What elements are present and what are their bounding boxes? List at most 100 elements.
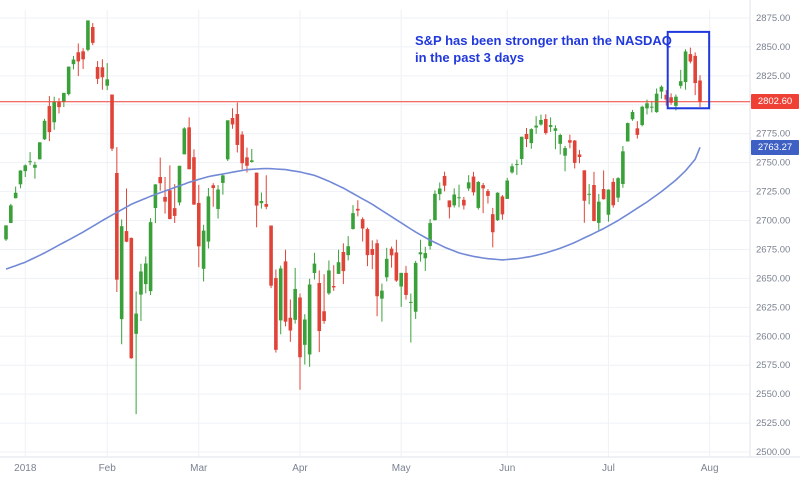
candle-body[interactable] bbox=[664, 94, 669, 100]
candle-body[interactable] bbox=[505, 180, 510, 199]
candle-body[interactable] bbox=[13, 192, 18, 199]
candle-body[interactable] bbox=[283, 261, 288, 322]
candle-body[interactable] bbox=[163, 196, 167, 202]
chart-annotation-text[interactable]: S&P has been stronger than the NASDAQ in… bbox=[415, 32, 672, 66]
candle-body[interactable] bbox=[606, 189, 611, 215]
candle-body[interactable] bbox=[399, 272, 403, 287]
candle-body[interactable] bbox=[196, 202, 201, 247]
candle-body[interactable] bbox=[616, 178, 620, 198]
candle-body[interactable] bbox=[317, 283, 322, 332]
candle-body[interactable] bbox=[187, 127, 191, 170]
candle-body[interactable] bbox=[298, 297, 302, 358]
candle-body[interactable] bbox=[52, 101, 56, 123]
highlight-box[interactable] bbox=[666, 30, 711, 110]
candle-body[interactable] bbox=[577, 154, 582, 157]
candle-body[interactable] bbox=[158, 177, 163, 184]
candle-body[interactable] bbox=[148, 222, 153, 292]
candle-body[interactable] bbox=[278, 268, 283, 321]
candle-body[interactable] bbox=[500, 196, 505, 215]
candle-body[interactable] bbox=[481, 185, 485, 189]
candle-body[interactable] bbox=[625, 123, 630, 142]
candle-body[interactable] bbox=[611, 181, 616, 206]
candle-body[interactable] bbox=[558, 135, 563, 144]
candle-body[interactable] bbox=[365, 229, 370, 256]
candle-body[interactable] bbox=[62, 92, 66, 102]
candle-body[interactable] bbox=[168, 190, 172, 220]
candle-body[interactable] bbox=[134, 313, 138, 334]
candle-body[interactable] bbox=[322, 311, 326, 321]
candle-body[interactable] bbox=[288, 317, 293, 331]
candle-body[interactable] bbox=[471, 176, 476, 193]
candle-body[interactable] bbox=[221, 175, 225, 183]
candle-body[interactable] bbox=[274, 278, 278, 350]
candle-body[interactable] bbox=[269, 225, 273, 286]
candle-body[interactable] bbox=[341, 252, 346, 272]
candle-body[interactable] bbox=[360, 219, 365, 229]
candle-body[interactable] bbox=[105, 79, 110, 86]
candle-body[interactable] bbox=[4, 225, 8, 240]
candle-body[interactable] bbox=[669, 97, 673, 103]
candle-body[interactable] bbox=[693, 55, 697, 84]
candle-body[interactable] bbox=[76, 52, 81, 62]
candle-body[interactable] bbox=[539, 119, 543, 125]
candle-body[interactable] bbox=[592, 185, 596, 221]
candle-body[interactable] bbox=[380, 290, 384, 299]
candle-body[interactable] bbox=[9, 205, 13, 223]
candle-body[interactable] bbox=[206, 196, 211, 242]
candle-body[interactable] bbox=[351, 213, 355, 229]
candle-body[interactable] bbox=[211, 185, 216, 189]
candle-body[interactable] bbox=[423, 253, 428, 259]
candle-body[interactable] bbox=[645, 103, 649, 109]
candle-body[interactable] bbox=[486, 191, 490, 196]
candle-body[interactable] bbox=[86, 20, 90, 50]
candle-body[interactable] bbox=[678, 81, 683, 86]
candle-body[interactable] bbox=[495, 192, 500, 221]
candle-body[interactable] bbox=[115, 172, 119, 280]
candle-body[interactable] bbox=[249, 160, 254, 162]
candle-body[interactable] bbox=[674, 96, 678, 106]
candle-body[interactable] bbox=[409, 301, 413, 303]
candle-body[interactable] bbox=[346, 246, 350, 256]
candle-body[interactable] bbox=[37, 142, 42, 160]
candle-body[interactable] bbox=[582, 170, 587, 201]
candle-body[interactable] bbox=[437, 188, 442, 195]
candle-body[interactable] bbox=[81, 51, 85, 60]
candle-body[interactable] bbox=[404, 272, 408, 295]
candle-body[interactable] bbox=[153, 184, 158, 209]
candle-body[interactable] bbox=[596, 201, 601, 223]
candle-body[interactable] bbox=[23, 165, 28, 172]
candle-body[interactable] bbox=[177, 165, 182, 203]
candle-body[interactable] bbox=[90, 27, 95, 43]
candle-body[interactable] bbox=[307, 284, 312, 355]
candles-layer[interactable] bbox=[4, 20, 702, 415]
candle-body[interactable] bbox=[442, 175, 447, 186]
candle-body[interactable] bbox=[394, 252, 399, 281]
candle-body[interactable] bbox=[519, 136, 524, 159]
candle-body[interactable] bbox=[259, 200, 264, 204]
candle-body[interactable] bbox=[534, 125, 538, 128]
candle-body[interactable] bbox=[659, 86, 664, 92]
candle-body[interactable] bbox=[428, 223, 432, 246]
candle-body[interactable] bbox=[356, 208, 360, 211]
candle-body[interactable] bbox=[370, 249, 375, 255]
candle-body[interactable] bbox=[172, 208, 177, 216]
candle-body[interactable] bbox=[327, 270, 331, 294]
candle-body[interactable] bbox=[18, 170, 23, 185]
time-axis[interactable]: 2018 Feb Mar Apr May Jun Jul Aug bbox=[14, 463, 718, 474]
candle-body[interactable] bbox=[457, 197, 461, 199]
candle-body[interactable] bbox=[225, 120, 230, 160]
price-axis[interactable]: 2500.00 2525.00 2550.00 2575.00 2600.00 2625.… bbox=[756, 13, 790, 458]
candle-body[interactable] bbox=[630, 111, 635, 120]
candle-body[interactable] bbox=[640, 106, 644, 126]
candle-body[interactable] bbox=[71, 59, 76, 65]
candle-body[interactable] bbox=[33, 164, 37, 168]
candle-body[interactable] bbox=[452, 194, 457, 206]
candle-body[interactable] bbox=[418, 252, 423, 255]
candle-body[interactable] bbox=[683, 51, 688, 83]
candle-body[interactable] bbox=[462, 199, 466, 206]
candle-body[interactable] bbox=[654, 93, 659, 113]
candle-body[interactable] bbox=[216, 189, 220, 209]
candle-body[interactable] bbox=[524, 133, 529, 140]
candle-body[interactable] bbox=[240, 134, 244, 164]
candle-body[interactable] bbox=[47, 106, 52, 133]
